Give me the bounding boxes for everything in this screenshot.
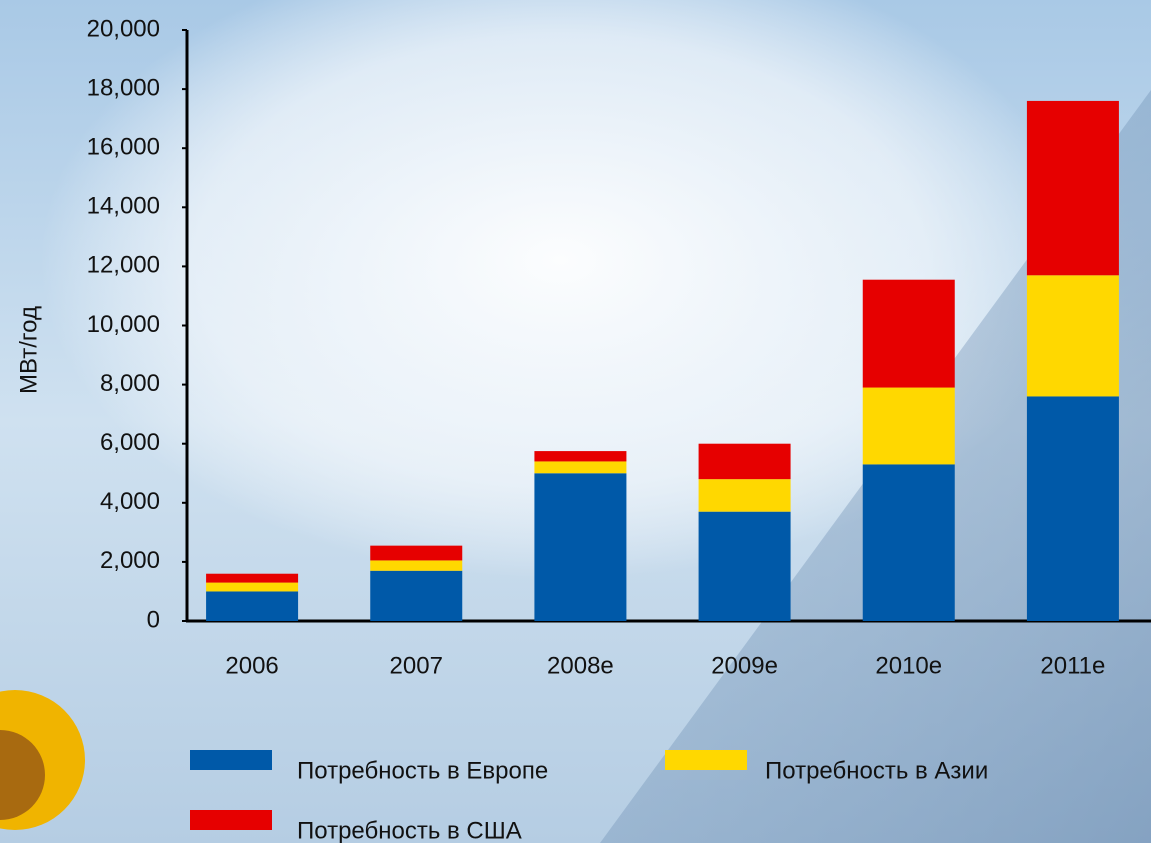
x-tick-label: 2009e bbox=[711, 652, 778, 679]
bar-segment bbox=[1027, 101, 1119, 275]
bar-segment bbox=[534, 473, 626, 621]
y-tick-label: 18,000 bbox=[87, 74, 160, 101]
y-axis-title: МВт/год bbox=[15, 306, 42, 394]
legend-swatch bbox=[665, 750, 747, 770]
bar-segment bbox=[370, 571, 462, 621]
bar-segment bbox=[699, 512, 791, 621]
legend-label: Потребность в Европе bbox=[297, 757, 548, 784]
y-tick-label: 16,000 bbox=[87, 134, 160, 161]
y-tick-label: 0 bbox=[147, 606, 160, 633]
bar-segment bbox=[206, 583, 298, 592]
page: {"chart_data": {"type": "stacked-bar", "… bbox=[0, 0, 1151, 843]
bar-segment bbox=[863, 280, 955, 388]
x-tick-label: 2011e bbox=[1040, 652, 1105, 679]
y-tick-label: 12,000 bbox=[87, 252, 160, 279]
bar-segment bbox=[206, 591, 298, 621]
bar-segment bbox=[370, 560, 462, 570]
bar-segment bbox=[699, 444, 791, 479]
y-tick-label: 14,000 bbox=[87, 193, 160, 220]
bar-segment bbox=[1027, 396, 1119, 621]
bar-segment bbox=[370, 546, 462, 561]
bar-segment bbox=[863, 388, 955, 465]
y-tick-label: 20,000 bbox=[87, 15, 160, 42]
y-tick-label: 6,000 bbox=[100, 429, 160, 456]
y-tick-label: 8,000 bbox=[100, 370, 160, 397]
bar-segment bbox=[863, 464, 955, 621]
chart: МВт/год 0 2,000 4,000 6,000 8,000 10,000 12,00… bbox=[0, 0, 1151, 843]
bar-segment bbox=[206, 574, 298, 583]
legend-label: Потребность в США bbox=[297, 817, 522, 843]
x-tick-label: 2006 bbox=[225, 652, 278, 679]
legend-label: Потребность в Азии bbox=[765, 757, 988, 784]
legend-swatch bbox=[190, 810, 272, 830]
y-tick-label: 10,000 bbox=[87, 311, 160, 338]
bar-segment bbox=[534, 451, 626, 461]
bar-segment bbox=[699, 479, 791, 512]
x-tick-label: 2007 bbox=[390, 652, 443, 679]
bar-segment bbox=[1027, 275, 1119, 396]
bar-segment bbox=[534, 461, 626, 473]
y-tick-label: 4,000 bbox=[100, 488, 160, 515]
y-tick-label: 2,000 bbox=[100, 547, 160, 574]
legend-swatch bbox=[190, 750, 272, 770]
x-tick-label: 2008e bbox=[547, 652, 614, 679]
x-tick-label: 2010e bbox=[875, 652, 942, 679]
